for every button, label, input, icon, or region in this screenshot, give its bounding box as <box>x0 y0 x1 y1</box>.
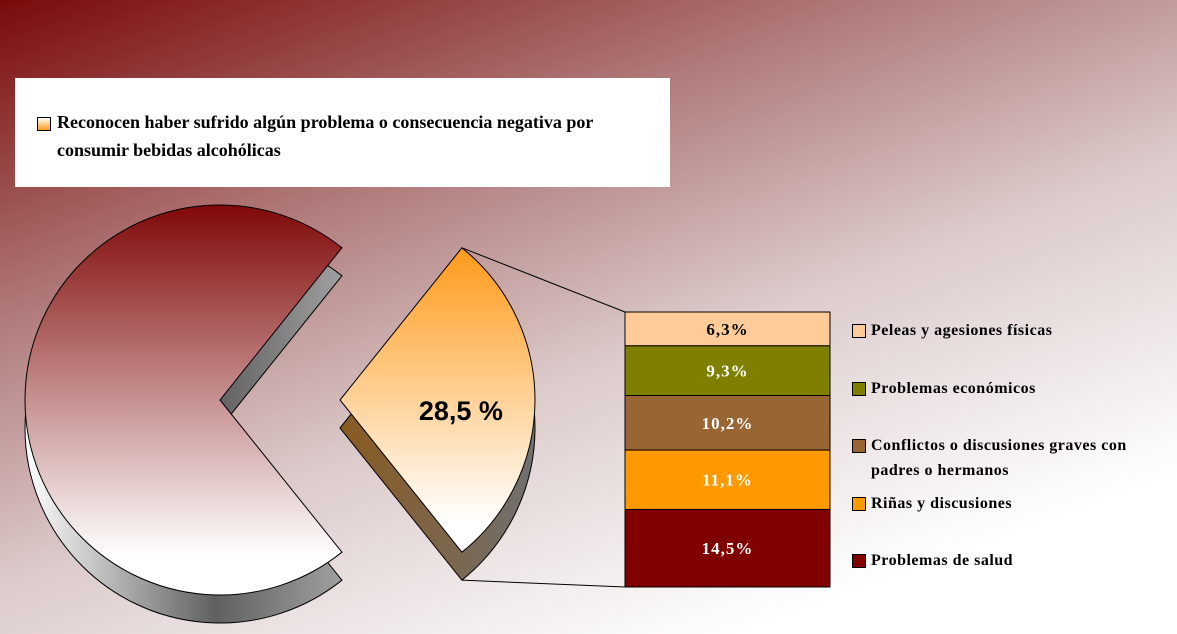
pie-slice <box>339 247 536 553</box>
legend-label: Reconocen haber sufrido algún problema o… <box>57 112 594 160</box>
bar-value-label: 11,1% <box>702 471 753 490</box>
legend-label: Problemas de salud <box>871 552 1014 569</box>
bar-value-label: 14,5% <box>702 539 754 558</box>
legend-label: Conflictos o discusiones graves con padr… <box>871 437 1127 479</box>
legend-swatch <box>852 554 866 568</box>
pie-legend: Reconocen haber sufrido algún problema o… <box>15 78 670 187</box>
legend-label: Riñas y discusiones <box>871 494 1013 512</box>
bar-value-label: 9,3% <box>706 362 748 381</box>
legend-swatch <box>852 381 866 396</box>
legend-swatch <box>37 117 51 131</box>
bar-segment <box>624 508 831 588</box>
bar-segment <box>624 394 831 451</box>
connector <box>461 579 626 588</box>
legend-swatch <box>852 496 866 511</box>
pie-value-label: 28,5 % <box>419 396 503 426</box>
connector <box>461 247 626 313</box>
bar-segment <box>624 449 831 510</box>
legend-swatch <box>852 439 866 453</box>
legend-label: Problemas económicos <box>871 379 1036 397</box>
legend-swatch <box>852 324 866 338</box>
pie-slice <box>24 204 343 596</box>
bar-segment <box>624 311 831 347</box>
bar-value-label: 10,2% <box>702 414 754 433</box>
bar-value-label: 6,3% <box>706 320 748 339</box>
bar-segment <box>624 345 831 396</box>
legend-label: Peleas y agesiones físicas <box>871 322 1053 339</box>
